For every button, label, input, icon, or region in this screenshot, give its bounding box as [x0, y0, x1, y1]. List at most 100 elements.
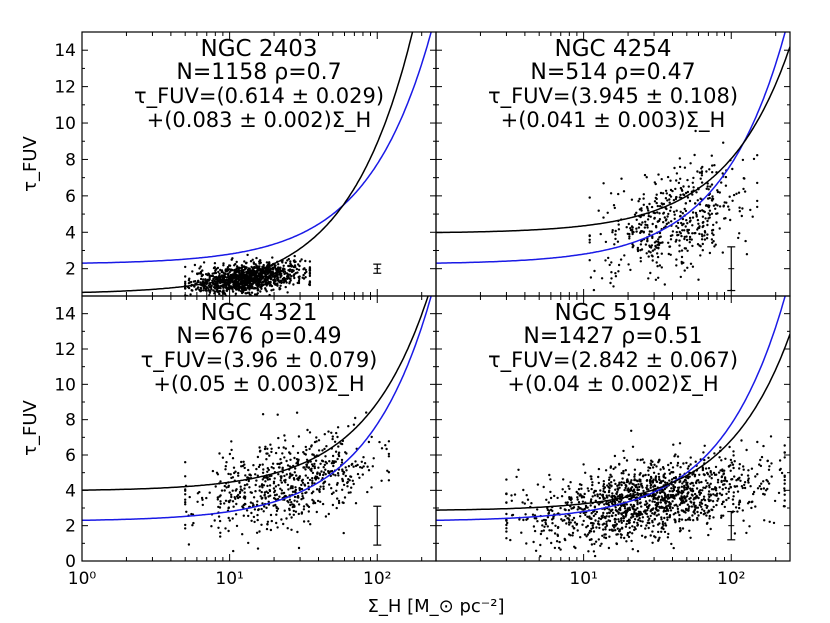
data-point-ngc-4254 — [641, 221, 644, 224]
data-point-ngc-4254 — [629, 268, 632, 272]
data-point-ngc-5194 — [756, 487, 760, 490]
data-point-ngc-5194 — [649, 509, 653, 512]
data-point-ngc-5194 — [703, 509, 706, 513]
data-point-ngc-4321 — [256, 513, 259, 517]
data-point-ngc-5194 — [567, 517, 570, 520]
data-point-ngc-4254 — [691, 224, 694, 227]
data-point-ngc-4321 — [210, 525, 213, 528]
data-point-ngc-5194 — [593, 494, 597, 497]
data-point-ngc-4321 — [242, 460, 245, 463]
data-point-ngc-5194 — [604, 536, 608, 540]
data-point-ngc-5194 — [687, 491, 690, 494]
data-point-ngc-5194 — [630, 513, 633, 516]
data-point-ngc-5194 — [689, 463, 692, 466]
data-point-ngc-4321 — [330, 431, 333, 434]
data-point-ngc-5194 — [505, 530, 508, 533]
data-point-ngc-5194 — [688, 516, 691, 519]
data-point-ngc-5194 — [602, 487, 605, 490]
data-point-ngc-5194 — [505, 501, 508, 504]
data-point-ngc-2403 — [217, 275, 221, 278]
data-point-ngc-5194 — [681, 509, 685, 512]
data-point-ngc-4254 — [683, 166, 687, 169]
data-point-ngc-2403 — [234, 292, 238, 295]
data-point-ngc-5194 — [634, 508, 637, 512]
data-point-ngc-5194 — [627, 473, 630, 476]
data-point-ngc-4254 — [669, 209, 672, 212]
data-point-ngc-4321 — [360, 460, 363, 463]
data-point-ngc-5194 — [604, 528, 607, 531]
data-point-ngc-2403 — [234, 278, 237, 281]
data-point-ngc-5194 — [647, 469, 650, 472]
data-point-ngc-5194 — [656, 509, 659, 512]
data-point-ngc-5194 — [637, 483, 640, 486]
data-point-ngc-4321 — [280, 481, 283, 484]
data-point-ngc-2403 — [259, 290, 262, 293]
data-point-ngc-5194 — [783, 451, 786, 454]
data-point-ngc-4321 — [306, 481, 310, 485]
data-point-ngc-5194 — [617, 520, 621, 523]
data-point-ngc-5194 — [764, 489, 768, 492]
data-point-ngc-4321 — [275, 506, 278, 510]
data-point-ngc-5194 — [664, 522, 667, 525]
data-point-ngc-5194 — [591, 526, 595, 529]
data-point-ngc-5194 — [686, 481, 689, 484]
data-point-ngc-4321 — [293, 495, 297, 499]
data-point-ngc-5194 — [592, 514, 596, 518]
data-point-ngc-5194 — [691, 481, 694, 485]
data-point-ngc-5194 — [563, 519, 566, 522]
data-point-ngc-5194 — [621, 477, 624, 480]
data-point-ngc-5194 — [737, 503, 741, 506]
data-point-ngc-4254 — [678, 157, 681, 160]
data-point-ngc-5194 — [698, 503, 701, 507]
data-point-ngc-4321 — [266, 484, 269, 488]
data-point-ngc-5194 — [672, 484, 675, 487]
data-point-ngc-4254 — [668, 198, 671, 201]
data-point-ngc-2403 — [187, 279, 191, 282]
data-point-ngc-5194 — [605, 520, 608, 523]
data-point-ngc-2403 — [278, 288, 281, 291]
data-point-ngc-5194 — [652, 495, 656, 499]
data-point-ngc-2403 — [266, 272, 270, 275]
data-point-ngc-4321 — [293, 471, 296, 474]
data-point-ngc-4254 — [656, 243, 659, 246]
data-point-ngc-2403 — [304, 259, 307, 263]
data-point-ngc-2403 — [250, 265, 253, 269]
data-point-ngc-5194 — [740, 485, 744, 488]
data-point-ngc-5194 — [515, 475, 518, 479]
data-point-ngc-5194 — [697, 479, 700, 482]
data-point-ngc-4254 — [642, 197, 645, 200]
data-point-ngc-5194 — [777, 491, 781, 495]
y-tick-label: 8 — [65, 411, 76, 431]
data-point-ngc-4254 — [743, 177, 746, 180]
data-point-ngc-2403 — [259, 259, 262, 262]
data-point-ngc-4321 — [300, 512, 303, 515]
data-point-ngc-2403 — [212, 277, 215, 280]
data-point-ngc-5194 — [686, 503, 689, 506]
data-point-ngc-4254 — [645, 205, 649, 209]
data-point-ngc-4254 — [693, 232, 696, 235]
data-point-ngc-5194 — [667, 532, 670, 536]
data-point-ngc-4254 — [696, 228, 699, 231]
data-point-ngc-5194 — [677, 491, 680, 494]
data-point-ngc-4321 — [264, 497, 267, 500]
data-point-ngc-5194 — [666, 536, 670, 539]
data-point-ngc-4321 — [216, 496, 219, 499]
data-point-ngc-4254 — [656, 255, 660, 259]
data-point-ngc-4321 — [341, 479, 345, 483]
y-tick-label: 14 — [54, 41, 76, 61]
data-point-ngc-4254 — [682, 185, 685, 188]
data-point-ngc-4254 — [656, 220, 660, 223]
data-point-ngc-4254 — [677, 181, 681, 185]
data-point-ngc-4321 — [238, 481, 241, 484]
data-point-ngc-5194 — [599, 493, 602, 496]
data-point-ngc-5194 — [658, 478, 661, 482]
data-point-ngc-4254 — [691, 232, 694, 235]
data-point-ngc-4254 — [715, 212, 718, 215]
data-point-ngc-5194 — [571, 531, 575, 535]
data-point-ngc-4254 — [610, 277, 613, 280]
data-point-ngc-4321 — [336, 497, 339, 500]
data-point-ngc-4321 — [336, 457, 339, 461]
data-point-ngc-5194 — [671, 466, 675, 469]
data-point-ngc-4321 — [266, 523, 269, 526]
data-point-ngc-4321 — [258, 446, 261, 449]
